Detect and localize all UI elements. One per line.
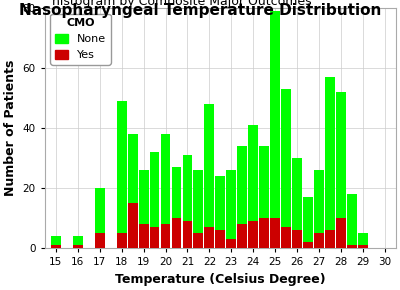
- Bar: [73, 236, 83, 248]
- Bar: [248, 221, 258, 248]
- Text: Nasopharyngeal Temperature Distribution: Nasopharyngeal Temperature Distribution: [19, 3, 381, 18]
- Bar: [204, 227, 214, 248]
- Bar: [281, 89, 291, 248]
- Bar: [347, 194, 357, 248]
- Bar: [95, 188, 105, 248]
- Bar: [314, 233, 324, 248]
- Bar: [259, 146, 269, 248]
- Bar: [117, 101, 126, 248]
- Bar: [325, 77, 335, 248]
- X-axis label: Temperature (Celsius Degree): Temperature (Celsius Degree): [115, 273, 326, 286]
- Bar: [139, 224, 148, 248]
- Bar: [73, 245, 83, 248]
- Bar: [281, 227, 291, 248]
- Bar: [237, 146, 247, 248]
- Bar: [95, 233, 105, 248]
- Bar: [216, 176, 225, 248]
- Bar: [172, 218, 182, 248]
- Bar: [226, 170, 236, 248]
- Bar: [160, 224, 170, 248]
- Bar: [117, 233, 126, 248]
- Bar: [51, 236, 61, 248]
- Bar: [270, 11, 280, 248]
- Bar: [303, 197, 313, 248]
- Bar: [226, 239, 236, 248]
- Text: histogram by Composite Major Outcomes: histogram by Composite Major Outcomes: [52, 0, 312, 8]
- Bar: [172, 167, 182, 248]
- Bar: [160, 134, 170, 248]
- Bar: [336, 92, 346, 248]
- Bar: [204, 104, 214, 248]
- Bar: [216, 230, 225, 248]
- Bar: [139, 170, 148, 248]
- Bar: [270, 218, 280, 248]
- Bar: [150, 152, 160, 248]
- Bar: [194, 233, 203, 248]
- Bar: [292, 158, 302, 248]
- Bar: [182, 221, 192, 248]
- Bar: [314, 170, 324, 248]
- Bar: [358, 245, 368, 248]
- Bar: [325, 230, 335, 248]
- Bar: [237, 224, 247, 248]
- Bar: [358, 233, 368, 248]
- Legend: None, Yes: None, Yes: [50, 14, 111, 65]
- Bar: [336, 218, 346, 248]
- Bar: [128, 203, 138, 248]
- Bar: [128, 134, 138, 248]
- Bar: [150, 227, 160, 248]
- Bar: [248, 125, 258, 248]
- Y-axis label: Number of Patients: Number of Patients: [4, 60, 17, 196]
- Bar: [259, 218, 269, 248]
- Bar: [292, 230, 302, 248]
- Bar: [194, 170, 203, 248]
- Bar: [303, 242, 313, 248]
- Bar: [182, 155, 192, 248]
- Bar: [51, 245, 61, 248]
- Bar: [347, 245, 357, 248]
